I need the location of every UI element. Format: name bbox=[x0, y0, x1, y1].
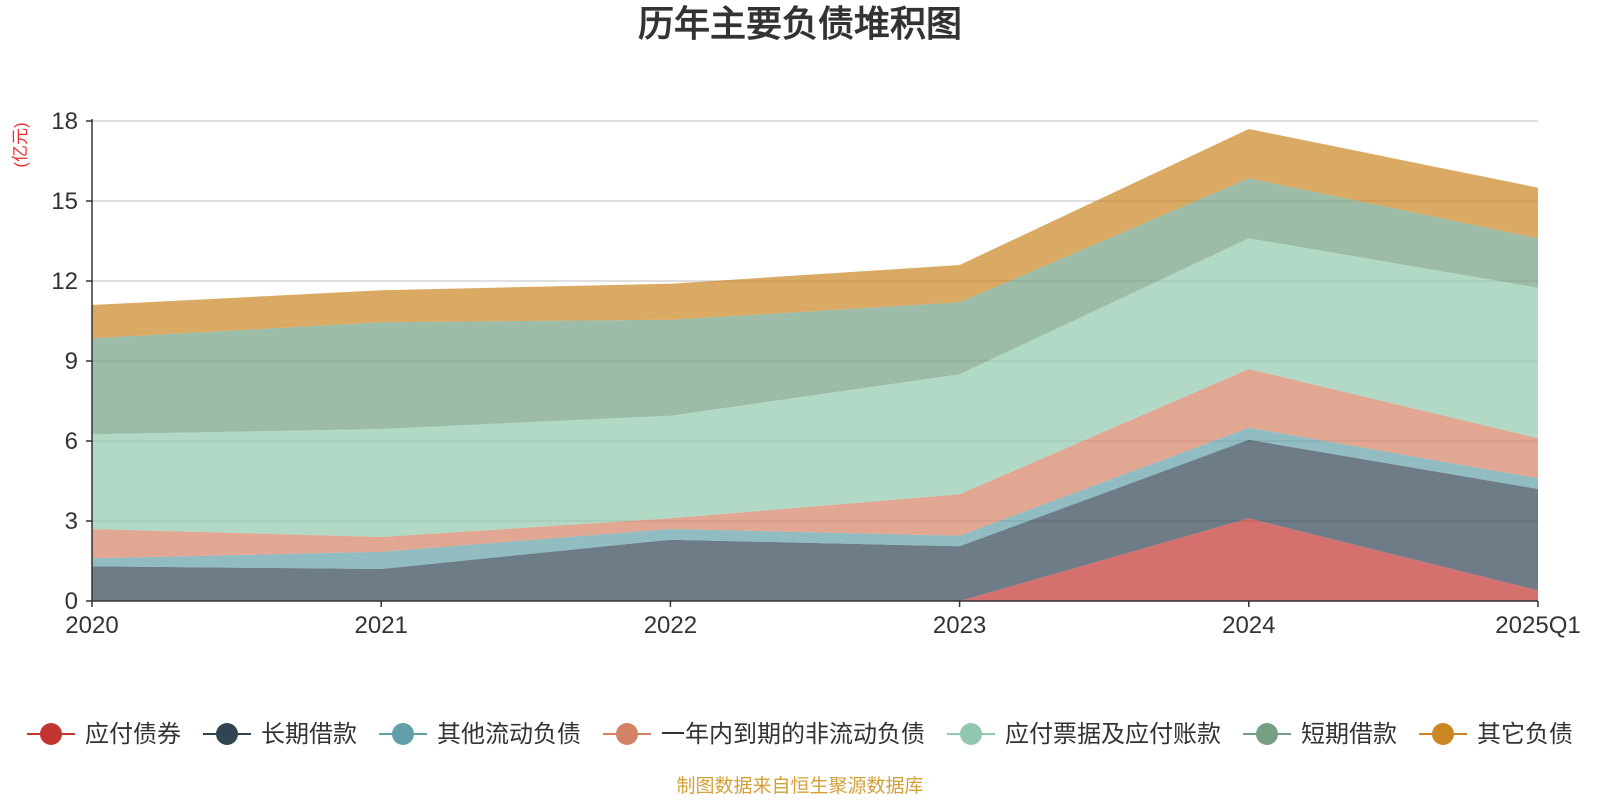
legend-marker bbox=[392, 723, 414, 745]
y-tick-label: 6 bbox=[65, 428, 78, 455]
legend: 应付债券 长期借款 其他流动负债 一年内到期的非流动负债 应付票据及应付账款 短期借款 其它… bbox=[27, 721, 1573, 748]
area-series bbox=[92, 129, 1538, 601]
legend-marker bbox=[216, 723, 238, 745]
area-其它负债 bbox=[92, 129, 1538, 339]
legend-label: 应付票据及应付账款 bbox=[1005, 721, 1221, 748]
legend-item[interactable]: 一年内到期的非流动负债 bbox=[603, 721, 925, 748]
legend-item[interactable]: 短期借款 bbox=[1243, 721, 1397, 748]
x-tick-label: 2024 bbox=[1222, 612, 1275, 639]
legend-marker bbox=[616, 723, 638, 745]
area-其他流动负债 bbox=[92, 427, 1538, 569]
y-tick-label: 18 bbox=[51, 108, 78, 135]
area-短期借款 bbox=[92, 178, 1538, 435]
legend-label: 长期借款 bbox=[261, 721, 357, 748]
legend-item[interactable]: 其它负债 bbox=[1419, 721, 1573, 748]
y-tick-label: 9 bbox=[65, 348, 78, 375]
legend-label: 短期借款 bbox=[1301, 721, 1397, 748]
area-应付票据及应付账款 bbox=[92, 238, 1538, 538]
legend-label: 其它负债 bbox=[1477, 721, 1573, 748]
x-tick-label: 2020 bbox=[65, 612, 118, 639]
legend-marker bbox=[960, 723, 982, 745]
legend-label: 其他流动负债 bbox=[437, 721, 581, 748]
x-tick-label: 2021 bbox=[355, 612, 408, 639]
legend-item[interactable]: 应付债券 bbox=[27, 721, 181, 748]
legend-label: 一年内到期的非流动负债 bbox=[661, 721, 925, 748]
area-长期借款 bbox=[92, 439, 1538, 601]
x-tick-label: 2023 bbox=[933, 612, 986, 639]
area-应付债券 bbox=[92, 518, 1538, 601]
y-tick-label: 3 bbox=[65, 508, 78, 535]
legend-label: 应付债券 bbox=[85, 721, 181, 748]
area-一年内到期的非流动负债 bbox=[92, 369, 1538, 559]
legend-item[interactable]: 应付票据及应付账款 bbox=[947, 721, 1221, 748]
y-tick-label: 15 bbox=[51, 188, 78, 215]
chart-title: 历年主要负债堆积图 bbox=[638, 3, 962, 44]
legend-item[interactable]: 长期借款 bbox=[203, 721, 357, 748]
data-source: 制图数据来自恒生聚源数据库 bbox=[676, 775, 923, 797]
axes: 0 3 6 9 12 15 18 2020 2021 2022 2023 2024 2025Q1 bbox=[51, 108, 1580, 639]
y-axis-unit: (亿元) bbox=[11, 122, 30, 167]
y-tick-label: 12 bbox=[51, 268, 78, 295]
y-tick-label: 0 bbox=[65, 588, 78, 615]
legend-marker bbox=[1256, 723, 1278, 745]
x-tick-label: 2022 bbox=[644, 612, 697, 639]
legend-marker bbox=[40, 723, 62, 745]
legend-item[interactable]: 其他流动负债 bbox=[379, 721, 581, 748]
x-tick-label: 2025Q1 bbox=[1495, 612, 1580, 639]
legend-marker bbox=[1432, 723, 1454, 745]
